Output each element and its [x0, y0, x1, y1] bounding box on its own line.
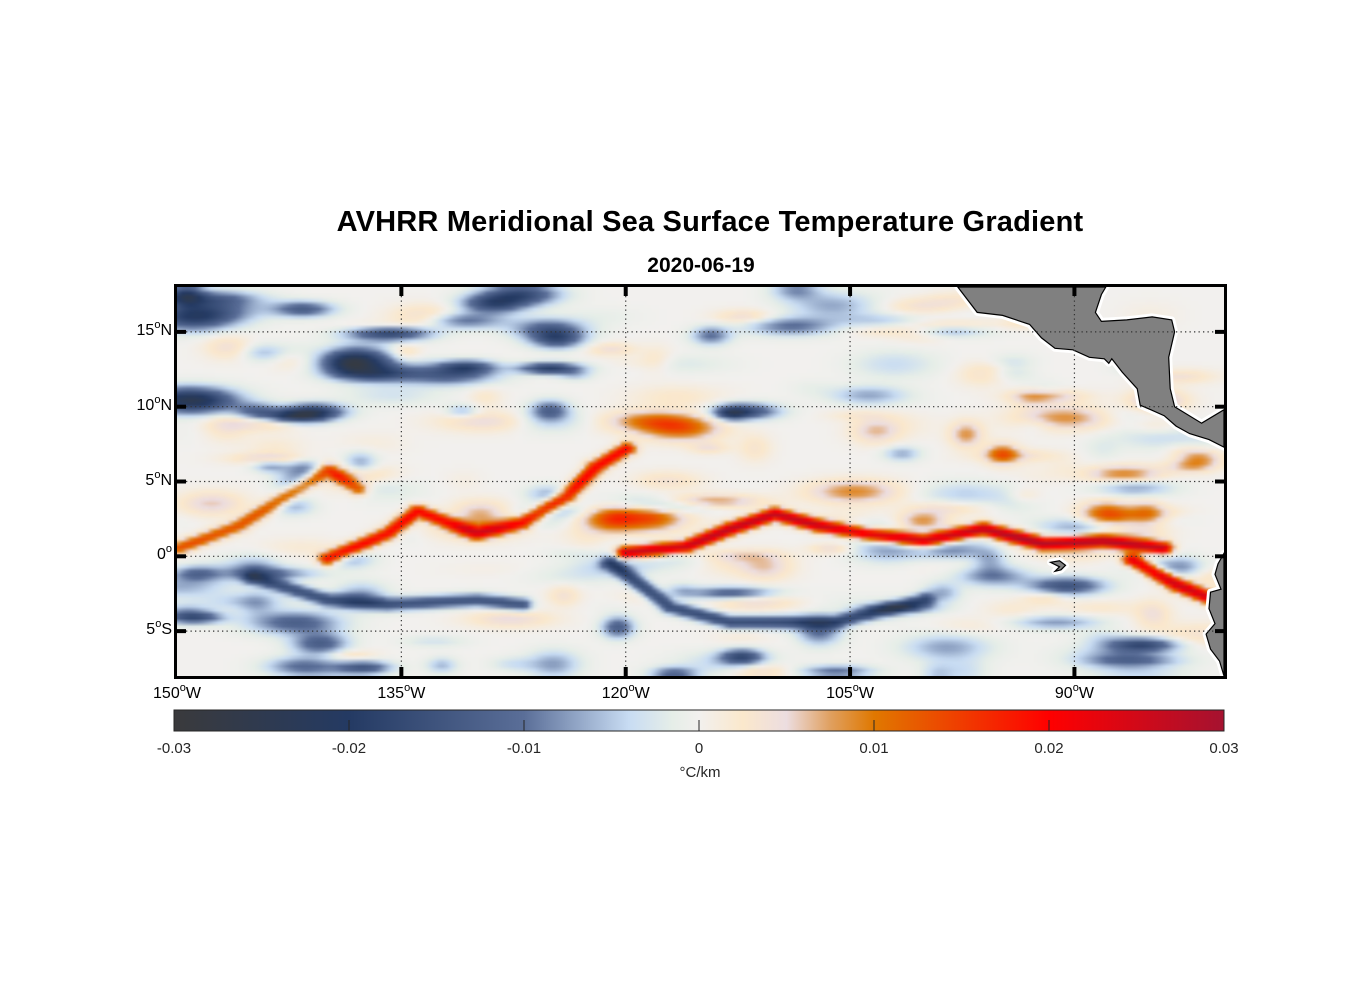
longitude-label: 120oW — [601, 682, 650, 702]
land-south-america — [1205, 551, 1225, 677]
colorbar-tick-label: -0.02 — [331, 740, 367, 757]
colorbar-tick-label: 0.02 — [1034, 740, 1064, 757]
colorbar-tick-label: 0 — [694, 740, 704, 757]
latitude-label: 10oN — [136, 393, 172, 414]
longitude-label: 105oW — [826, 682, 875, 702]
latitude-label: 5oN — [145, 468, 172, 489]
axis-ticks — [175, 285, 1226, 678]
colorbar-unit: °C/km — [679, 764, 721, 781]
chart-subtitle: 2020-06-19 — [647, 254, 755, 277]
sst-gradient-field — [177, 287, 1224, 676]
graticule — [177, 287, 1224, 676]
colorbar-tick-label: 0.01 — [859, 740, 889, 757]
longitude-label: 135oW — [377, 682, 426, 702]
colorbar-tick-label: -0.03 — [156, 740, 192, 757]
longitude-label: 150oW — [153, 682, 201, 702]
chart-title: AVHRR Meridional Sea Surface Temperature… — [336, 206, 1084, 238]
colorbar-ticks — [348, 720, 1050, 731]
land-masses — [954, 283, 1228, 680]
latitude-label: 15oN — [136, 318, 172, 339]
land-central-america — [956, 286, 1225, 449]
latitude-label: 0o — [156, 543, 172, 564]
colorbar-tick-label: 0.03 — [1209, 740, 1239, 757]
longitude-label: 90oW — [1054, 682, 1094, 702]
land-galapagos — [1048, 560, 1067, 573]
colorbar-tick-label: -0.01 — [506, 740, 542, 757]
latitude-label: 5oS — [146, 618, 172, 639]
